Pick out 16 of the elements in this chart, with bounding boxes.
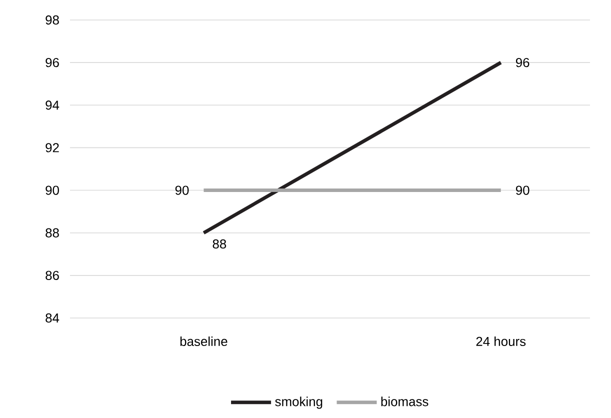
y-tick-label: 96	[46, 58, 59, 68]
y-tick-label: 98	[46, 15, 59, 25]
data-label: 88	[212, 239, 226, 249]
data-label: 96	[516, 58, 530, 68]
y-tick-label: 94	[46, 100, 60, 110]
y-tick-label: 84	[46, 313, 60, 323]
legend-label: smoking	[275, 396, 322, 409]
y-tick-label: 92	[46, 143, 59, 152]
legend-label: biomass	[381, 396, 428, 406]
data-label: 90	[516, 186, 530, 195]
data-label: 90	[175, 186, 189, 195]
x-tick-label: 24 hours	[476, 336, 526, 346]
y-tick-label: 88	[46, 228, 59, 238]
y-tick-label: 86	[46, 270, 59, 280]
x-tick-label: baseline	[180, 336, 228, 346]
y-tick-label: 90	[46, 186, 59, 195]
